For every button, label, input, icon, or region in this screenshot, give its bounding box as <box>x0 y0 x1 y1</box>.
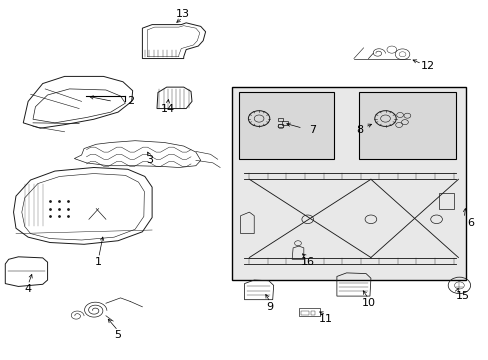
Text: 2: 2 <box>126 96 134 107</box>
Text: 16: 16 <box>300 257 314 267</box>
Bar <box>282 121 287 125</box>
Text: 7: 7 <box>308 125 315 135</box>
Bar <box>277 118 283 121</box>
Bar <box>238 93 334 158</box>
Bar <box>299 307 319 316</box>
Text: 13: 13 <box>175 9 189 19</box>
Bar <box>358 93 455 158</box>
Text: 8: 8 <box>356 125 363 135</box>
Text: 10: 10 <box>361 298 375 308</box>
Text: 6: 6 <box>466 218 473 228</box>
Bar <box>438 193 453 208</box>
Text: 5: 5 <box>114 330 122 341</box>
Bar <box>277 124 283 127</box>
Text: 9: 9 <box>266 302 273 312</box>
Text: 11: 11 <box>319 314 332 324</box>
Text: 4: 4 <box>24 284 32 294</box>
Text: 12: 12 <box>420 61 434 71</box>
Bar <box>300 311 308 315</box>
Text: 3: 3 <box>146 156 153 165</box>
Text: 14: 14 <box>160 104 174 113</box>
Text: 15: 15 <box>455 291 469 301</box>
Bar <box>232 87 465 280</box>
Text: 1: 1 <box>95 257 102 267</box>
Bar <box>310 311 315 315</box>
